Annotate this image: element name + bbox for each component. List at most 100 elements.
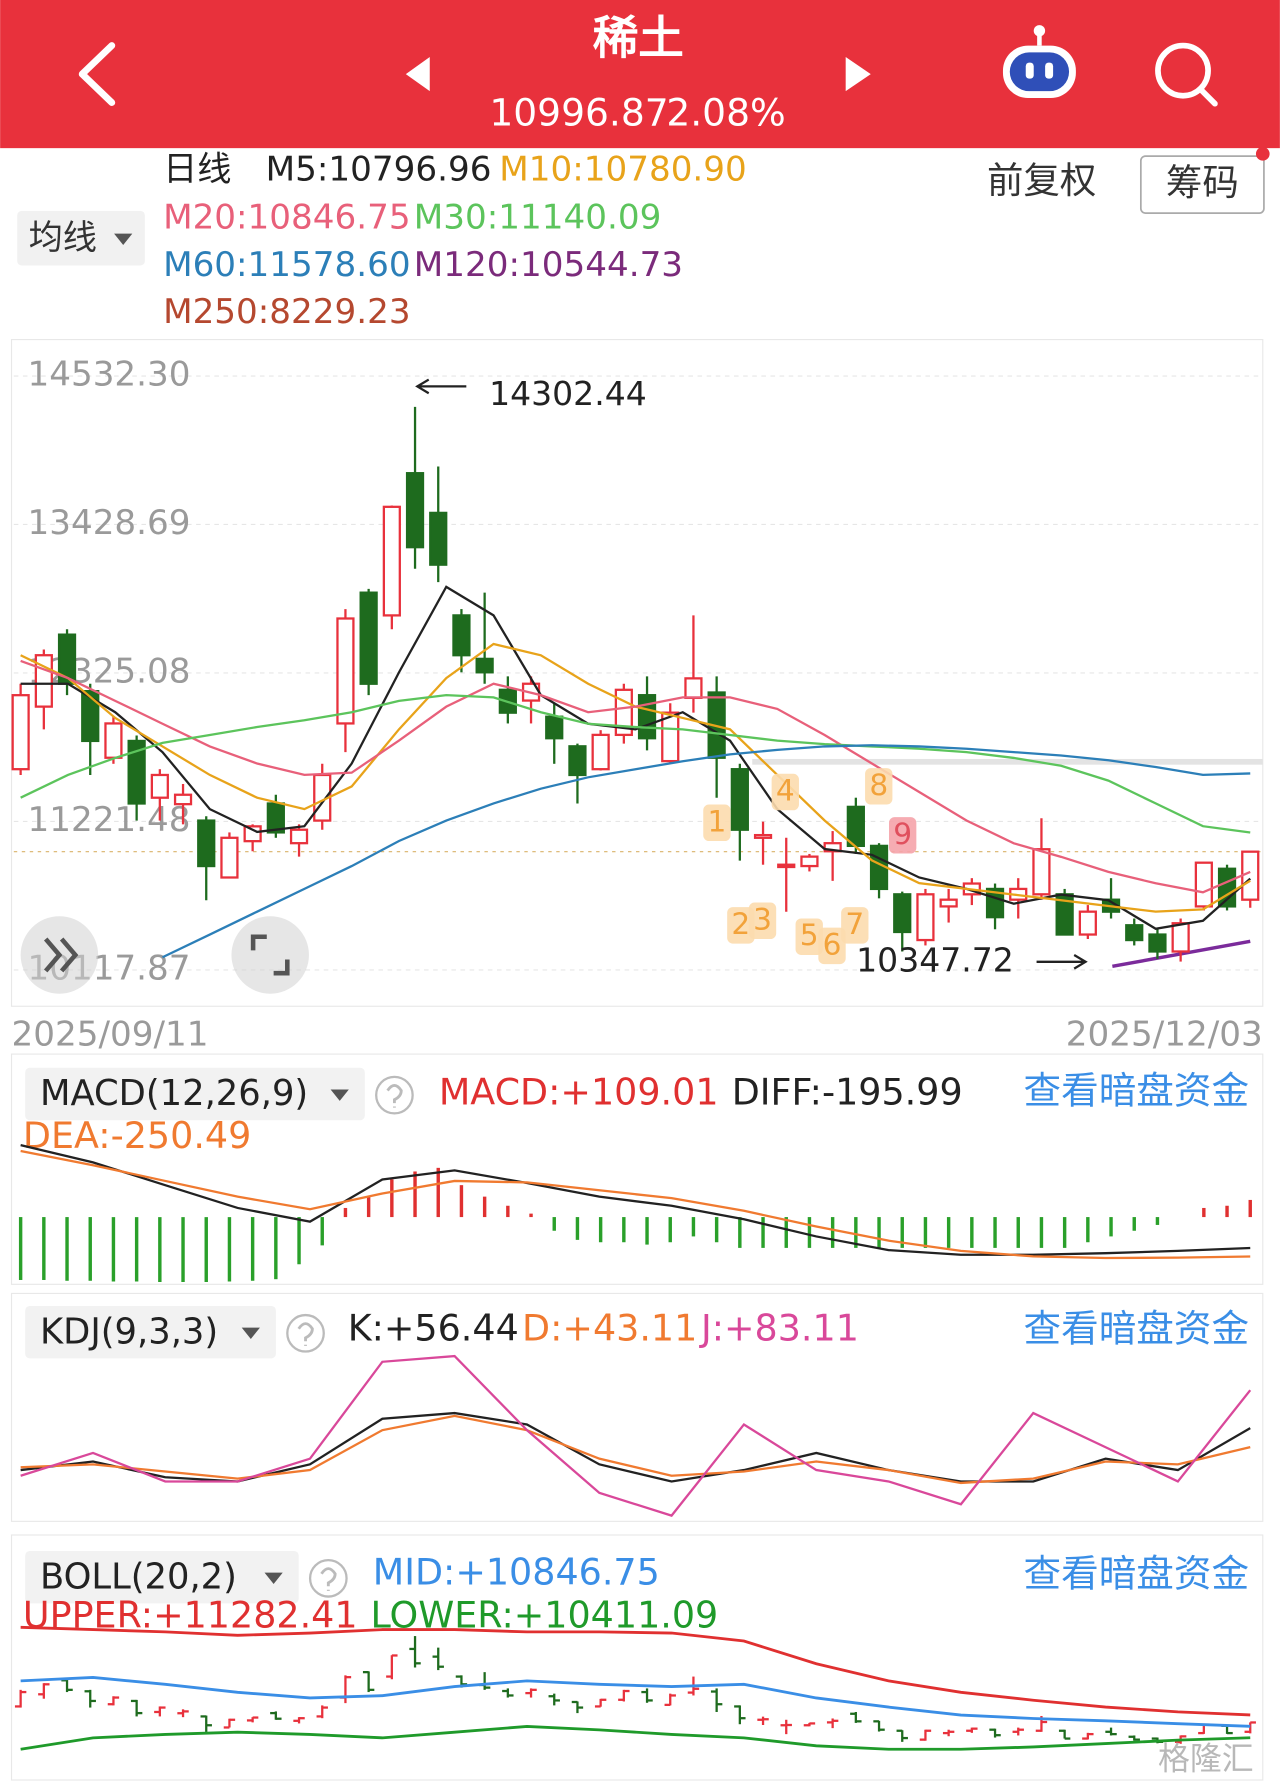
kdj-panel [10,1292,1264,1522]
macd-legend: DIFF:-195.99 [732,1070,963,1113]
candle-body [1241,850,1260,901]
dark-pool-link[interactable]: 查看暗盘资金 [1024,1307,1250,1351]
dropdown-arrow [241,1327,260,1340]
candle-body [661,711,680,763]
expand-button[interactable] [20,916,99,994]
indicator-line [20,1414,1251,1485]
indicator-menu[interactable] [17,210,145,266]
robot-icon[interactable] [1002,25,1076,99]
candle-body [730,768,749,831]
td-badge [888,817,917,854]
candle-body [1125,924,1144,942]
indicator-title[interactable]: KDJ(9,3,3) [40,1311,218,1352]
indicator-line [20,1625,1251,1717]
indicator-line [20,1676,1251,1728]
search-button[interactable] [1155,42,1218,107]
boll-panel [10,1534,1264,1781]
notice-dot [1255,147,1270,161]
back-button[interactable] [78,42,116,106]
adjust-label[interactable]: 前复权 [987,159,1096,202]
td-badge [748,902,777,940]
dark-pool-link[interactable]: 查看暗盘资金 [1024,1552,1250,1596]
indicator-line [20,1725,1251,1751]
help-icon[interactable] [286,1313,325,1353]
candle-body [475,657,494,674]
candle-body [197,819,216,868]
boll-legend: MID:+10846.75 [373,1550,660,1593]
stock-change: 2.08% [666,91,785,135]
indicator-title[interactable]: MACD(12,26,9) [40,1073,308,1114]
candle-body [591,733,610,771]
x-tick-label: 2025/12/03 [1066,1014,1263,1054]
td-badge [841,907,869,944]
indicator-selector[interactable] [25,1305,276,1359]
prev-button[interactable] [405,56,430,92]
ma-legend: M20:10846.75 [163,197,411,237]
chips-label[interactable]: 筹码 [1166,161,1239,204]
indicator-menu-label[interactable]: 均线 [29,218,97,258]
candle-body [382,505,401,617]
help-mark [386,1084,403,1108]
ma-legend: M250:8229.23 [163,292,411,332]
indicator-line [20,1149,1251,1260]
candle-body [1032,848,1051,896]
chips-button[interactable] [1139,155,1265,214]
stock-price: 10996.87 [489,91,668,135]
kdj-legend: J:+83.11 [699,1306,859,1349]
candle-body [753,833,773,839]
macd-value: MACD:+109.01 [439,1070,719,1113]
candle-body [614,688,633,737]
help-mark [320,1567,337,1591]
candle-body [800,855,819,868]
td-number: 8 [869,768,888,802]
period-label: 日线 [163,149,231,189]
candle-body [939,898,958,908]
candle-body [336,617,355,725]
td-badge [771,773,799,811]
ma-legend: M5:10796.96 [266,149,492,189]
candle-body [684,677,703,700]
indicator-line [20,585,1252,930]
td-badge [795,918,823,955]
candle-body [127,739,146,805]
candle-body [11,694,30,771]
indicator-selector[interactable] [25,1067,365,1121]
td-number: 3 [753,902,772,936]
high-arrow [415,378,467,395]
next-button[interactable] [845,56,871,92]
ma-legend: M10:10780.90 [499,149,747,189]
help-mark [297,1322,314,1346]
divider-band [752,758,1263,765]
stock-title: 稀土 [593,12,684,65]
y-tick-label: 14532.30 [27,355,190,395]
help-icon[interactable] [375,1075,414,1115]
dark-pool-link[interactable]: 查看暗盘资金 [1024,1068,1250,1112]
candle-body [289,828,309,845]
indicator-title[interactable]: BOLL(20,2) [40,1556,237,1597]
candle-body [429,511,448,566]
fullscreen-button[interactable] [231,916,309,994]
kdj-legend: D:+43.11 [522,1306,697,1349]
candle-body [359,591,378,685]
td-number: 1 [707,804,726,838]
candle-body [452,614,471,657]
kdj-legend: K:+56.44 [348,1306,519,1349]
help-icon[interactable] [308,1558,348,1598]
candle-body [405,472,425,549]
candle-body [81,690,100,743]
candle-body [173,793,193,806]
indicator-line [20,1354,1252,1517]
candle-body [916,893,935,942]
td-number: 4 [776,774,795,808]
candle-body [545,715,564,740]
x-tick-label: 2025/09/11 [12,1014,209,1054]
candle-body [150,773,169,799]
candle-body [823,842,842,853]
candle-body [777,863,796,869]
candle-body [1194,861,1213,908]
indicator-selector[interactable] [25,1550,299,1604]
dropdown-arrow [330,1089,349,1101]
candle-body [893,893,912,934]
